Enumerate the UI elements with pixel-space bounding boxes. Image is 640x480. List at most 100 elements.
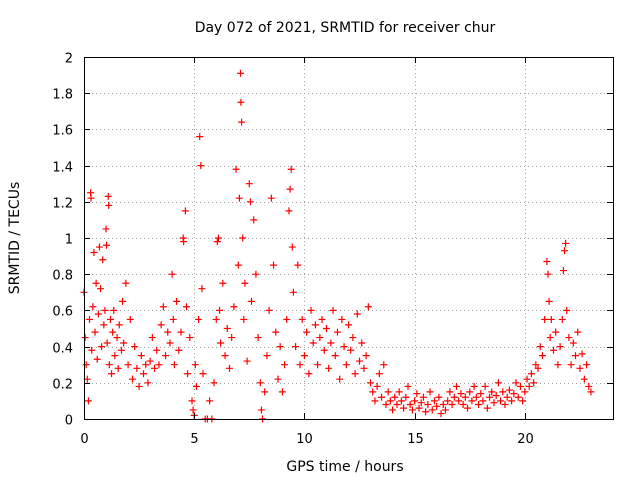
data-point [245,180,253,188]
data-point [527,370,535,378]
y-tick-label: 1.4 [52,161,73,176]
data-point [439,401,447,409]
data-point [397,397,405,405]
data-point [411,397,419,405]
data-point [492,391,500,399]
data-point [248,297,256,305]
data-point [151,364,159,372]
data-point [169,315,177,323]
data-point [499,388,507,396]
data-point [110,306,118,314]
data-point [501,401,509,409]
data-point [408,406,416,414]
data-point [336,375,344,383]
data-point [177,328,185,336]
data-point [400,404,408,412]
data-point [437,410,445,418]
data-point [188,397,196,405]
data-point [435,393,443,401]
data-point [228,334,236,342]
data-point [250,216,258,224]
data-point [91,328,99,336]
data-point [93,355,101,363]
data-point [549,346,557,354]
data-point [173,297,181,305]
data-point [333,328,341,336]
data-point [307,306,315,314]
data-point [100,321,108,329]
data-point [578,350,586,358]
data-point [217,339,225,347]
data-point [238,118,246,126]
data-point [585,382,593,390]
y-tick-label: 1.2 [52,197,73,212]
data-point [525,382,533,390]
data-point [413,390,421,398]
data-point [241,279,249,287]
data-point [305,370,313,378]
data-point [257,406,265,414]
data-point [225,364,233,372]
data-point [386,397,394,405]
grid-layer [84,57,613,419]
data-point [223,325,231,332]
data-point [316,334,324,342]
data-point [541,315,549,323]
data-point [84,397,92,405]
y-tick-label: 0.6 [52,305,73,320]
data-point [115,321,123,329]
data-point [338,315,346,323]
data-point [103,339,111,347]
data-point [565,334,573,342]
data-point [415,404,423,412]
data-point [481,382,489,390]
data-point [311,321,319,329]
data-point [303,328,311,336]
data-point [97,285,105,293]
data-point [402,393,410,401]
data-point [95,243,103,251]
data-point [214,234,222,242]
data-point [349,334,357,342]
data-point [563,306,571,314]
y-tick-label: 2 [65,52,73,67]
data-point [342,361,350,369]
data-point [353,310,361,318]
data-point [189,406,197,414]
data-point [114,364,122,372]
data-point [199,370,207,378]
data-point [327,339,335,347]
data-point [510,390,518,398]
data-point [464,404,472,412]
data-point [380,361,388,369]
data-point [162,352,170,360]
data-point [466,388,474,396]
data-point [351,370,359,378]
data-point [455,397,463,405]
data-point [461,393,469,401]
data-point [430,397,438,405]
data-point [521,388,529,396]
data-point [543,258,551,266]
data-point [196,133,204,141]
data-point [516,382,524,390]
data-point [538,352,546,360]
data-point [265,306,273,314]
data-point [168,270,176,278]
data-point [367,379,375,387]
data-point [109,328,117,336]
data-point [569,339,577,347]
data-point [561,247,569,255]
data-point [536,343,544,351]
data-point [285,207,293,215]
data-point [212,315,220,323]
data-point [393,401,401,409]
data-point [124,361,132,369]
data-point [135,382,143,390]
y-tick-label: 1 [65,233,73,248]
data-point [235,194,243,202]
data-point [574,328,582,336]
data-point [254,334,262,342]
data-point [234,261,242,269]
